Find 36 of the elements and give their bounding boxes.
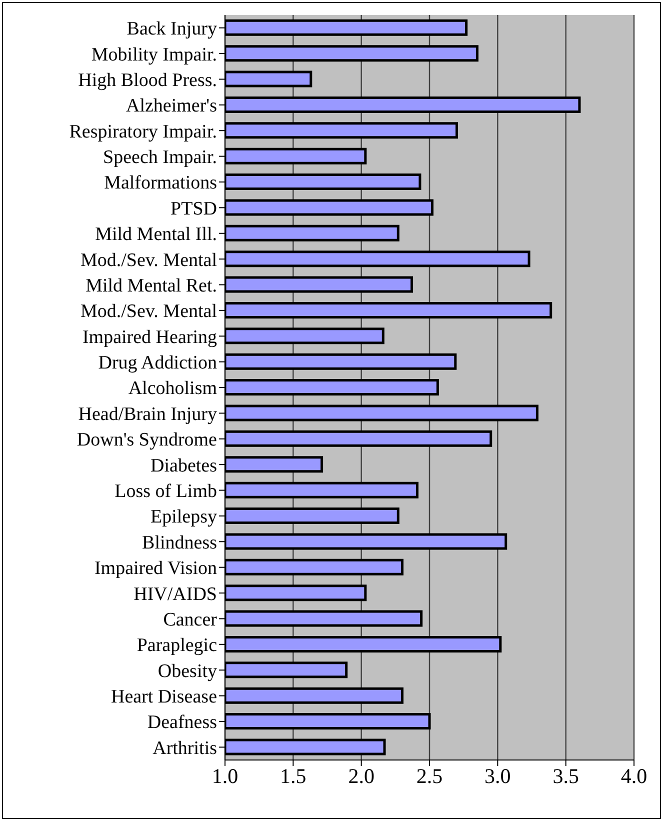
y-tick-label: Impaired Vision xyxy=(94,558,218,580)
x-tick-label: 3.0 xyxy=(484,764,511,788)
y-tick-label: Down's Syndrome xyxy=(76,430,217,451)
y-tick-label: Respiratory Impair. xyxy=(69,121,217,142)
y-tick-label: Blindness xyxy=(142,532,217,554)
y-tick-label: Mod./Sev. Mental xyxy=(80,250,217,271)
y-tick-label: Mod./Sev. Mental xyxy=(80,301,217,322)
y-tick-label: PTSD xyxy=(170,198,217,220)
y-tick-label: Arthritis xyxy=(152,738,217,759)
x-tick-label: 1.0 xyxy=(212,764,238,788)
x-tick-label: 4.0 xyxy=(620,764,648,788)
x-tick-label: 3.5 xyxy=(552,764,579,788)
y-tick-label: Paraplegic xyxy=(136,635,217,656)
y-tick-label: Deafness xyxy=(147,712,217,734)
y-tick-label: Speech Impair. xyxy=(103,147,217,168)
y-tick-label: Mild Mental Ret. xyxy=(86,275,217,296)
y-tick-label: Diabetes xyxy=(150,455,217,476)
y-tick-label: Alcoholism xyxy=(128,378,218,400)
y-tick-label: High Blood Press. xyxy=(78,70,217,91)
y-tick-label: HIV/AIDS xyxy=(134,584,217,605)
y-tick-label: Impaired Hearing xyxy=(82,326,218,348)
y-tick-label: Obesity xyxy=(158,660,218,682)
y-tick-label: Back Injury xyxy=(126,18,218,40)
y-tick-label: Alzheimer's xyxy=(126,96,217,117)
x-tick-label: 2.5 xyxy=(416,764,443,788)
x-tick-label: 1.5 xyxy=(280,764,306,788)
y-tick-label: Loss of Limb xyxy=(114,481,217,502)
y-tick-label: Drug Addiction xyxy=(98,352,218,374)
y-tick-label: Mild Mental Ill. xyxy=(95,224,217,246)
y-tick-label: Cancer xyxy=(163,609,218,630)
y-tick-label: Heart Disease xyxy=(110,686,217,708)
y-tick-label: Mobility Impair. xyxy=(91,44,217,66)
y-tick-label: Head/Brain Injury xyxy=(78,404,218,425)
x-tick-label: 2.0 xyxy=(348,764,374,788)
y-tick-label: Malformations xyxy=(104,172,217,194)
y-tick-label: Epilepsy xyxy=(150,506,218,528)
